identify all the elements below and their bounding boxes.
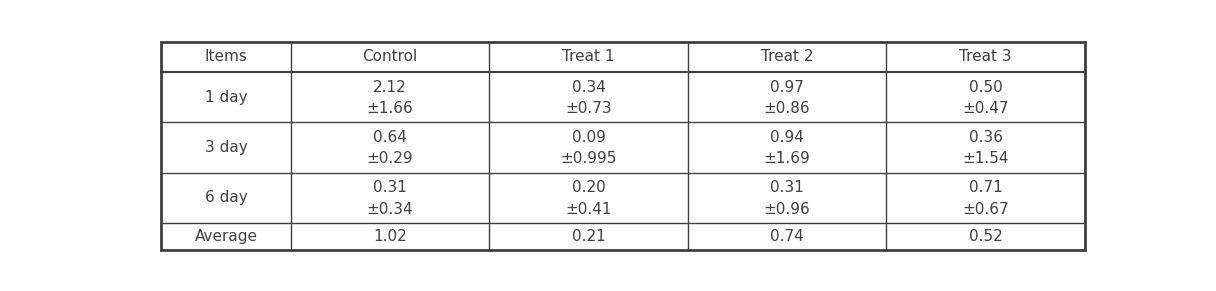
- Text: 3 day: 3 day: [204, 140, 247, 155]
- Text: Treat 3: Treat 3: [959, 49, 1012, 64]
- Text: ±1.69: ±1.69: [764, 151, 811, 166]
- Text: 0.09: 0.09: [572, 130, 606, 145]
- Text: 6 day: 6 day: [204, 190, 247, 205]
- Text: Control: Control: [362, 49, 417, 64]
- Text: 2.12: 2.12: [373, 80, 407, 95]
- Text: 0.31: 0.31: [373, 180, 407, 195]
- Text: ±0.34: ±0.34: [367, 201, 413, 217]
- Text: 0.31: 0.31: [770, 180, 804, 195]
- Text: ±0.41: ±0.41: [565, 201, 612, 217]
- Text: 0.74: 0.74: [770, 229, 804, 244]
- Text: 0.34: 0.34: [572, 80, 606, 95]
- Text: Average: Average: [195, 229, 258, 244]
- Text: ±0.29: ±0.29: [367, 151, 413, 166]
- Text: ±1.66: ±1.66: [367, 101, 413, 116]
- Text: Items: Items: [204, 49, 248, 64]
- Text: 1.02: 1.02: [373, 229, 407, 244]
- Text: ±0.995: ±0.995: [561, 151, 617, 166]
- Text: 1 day: 1 day: [204, 90, 247, 105]
- Text: ±0.73: ±0.73: [565, 101, 612, 116]
- Text: ±0.47: ±0.47: [962, 101, 1009, 116]
- Text: 0.50: 0.50: [969, 80, 1002, 95]
- Text: 0.20: 0.20: [572, 180, 606, 195]
- Text: Treat 2: Treat 2: [761, 49, 814, 64]
- Text: ±0.96: ±0.96: [764, 201, 811, 217]
- Text: 0.52: 0.52: [969, 229, 1002, 244]
- Text: 0.71: 0.71: [969, 180, 1002, 195]
- Text: ±1.54: ±1.54: [962, 151, 1009, 166]
- Text: ±0.67: ±0.67: [962, 201, 1009, 217]
- Text: ±0.86: ±0.86: [764, 101, 810, 116]
- Text: 0.64: 0.64: [373, 130, 407, 145]
- Text: 0.94: 0.94: [770, 130, 804, 145]
- Text: 0.21: 0.21: [572, 229, 606, 244]
- Text: 0.97: 0.97: [770, 80, 804, 95]
- Text: Treat 1: Treat 1: [562, 49, 615, 64]
- Text: 0.36: 0.36: [969, 130, 1003, 145]
